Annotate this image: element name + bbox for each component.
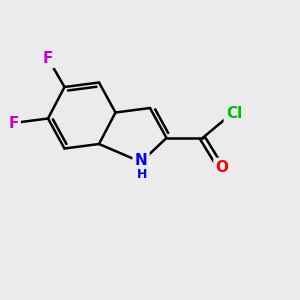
Text: F: F (8, 116, 19, 130)
Text: N: N (135, 153, 147, 168)
Text: F: F (43, 51, 53, 66)
Text: O: O (215, 160, 229, 175)
Text: H: H (136, 168, 147, 181)
Text: Cl: Cl (226, 106, 242, 122)
